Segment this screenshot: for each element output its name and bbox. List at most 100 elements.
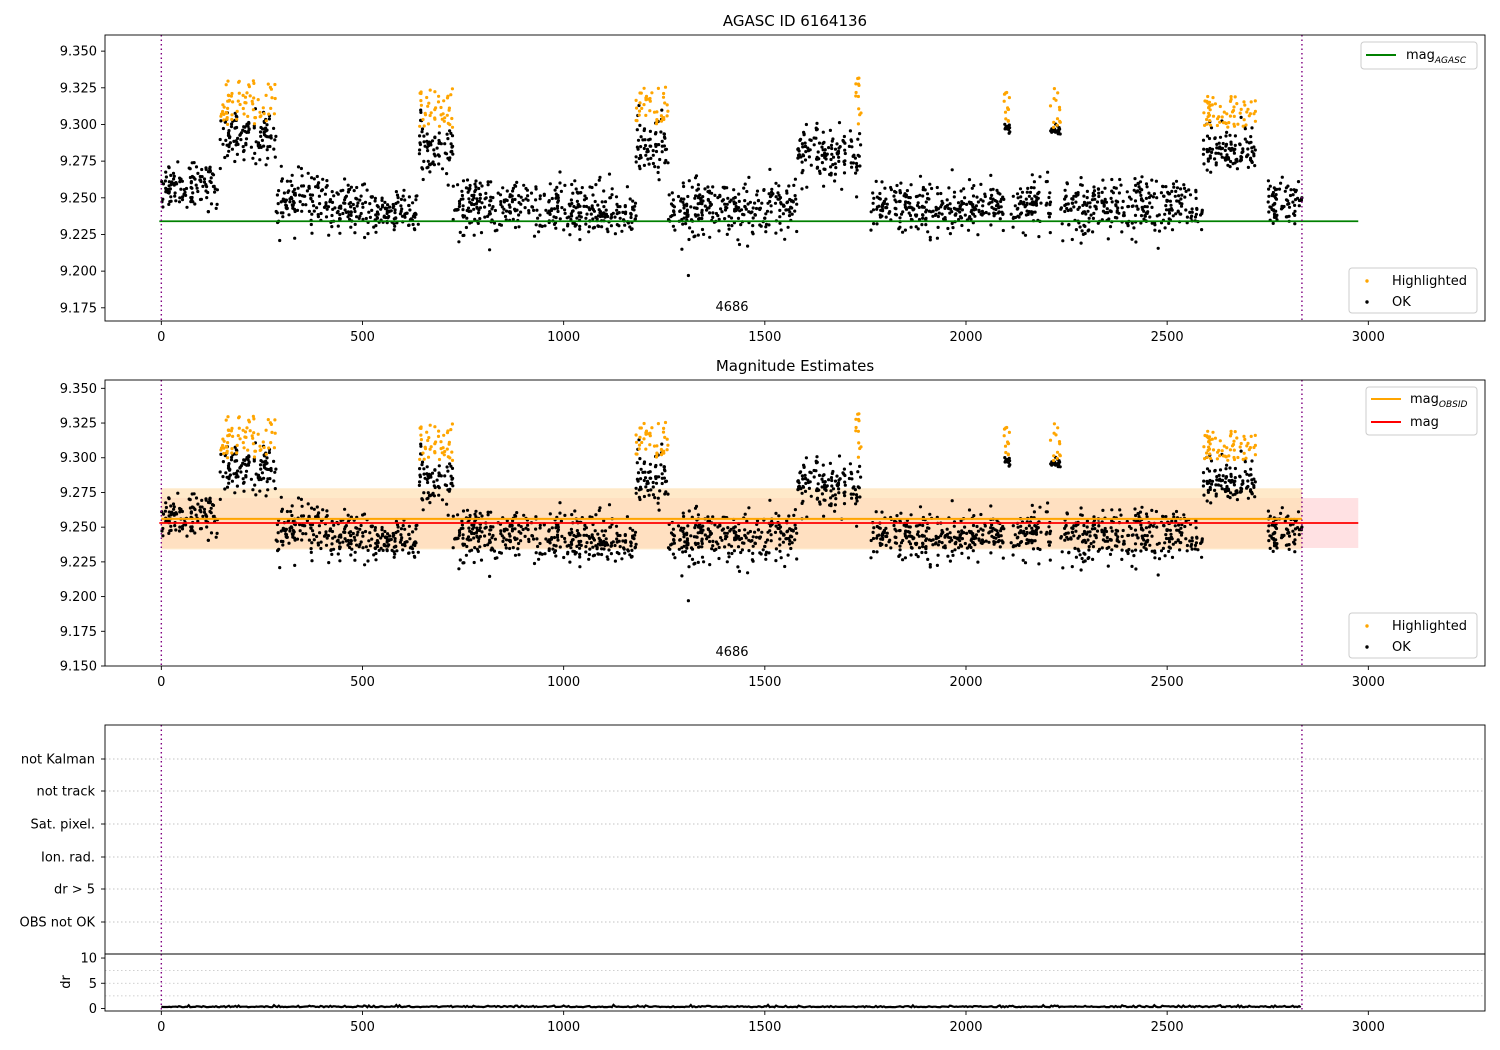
ok-point — [363, 563, 367, 567]
ok-point — [768, 529, 772, 533]
ok-point — [1219, 147, 1223, 151]
ok-point — [1161, 514, 1165, 519]
ok-point — [659, 130, 663, 134]
ok-point — [532, 234, 537, 238]
ok-point — [1253, 480, 1257, 484]
ok-point — [513, 197, 517, 202]
ok-point — [663, 469, 667, 473]
ok-point — [756, 528, 761, 532]
ok-point — [751, 206, 755, 210]
ok-point — [199, 179, 203, 184]
ok-point — [505, 189, 509, 193]
ok-point — [990, 523, 994, 527]
ok-point — [412, 554, 416, 559]
ok-point — [907, 534, 911, 538]
ok-point — [507, 532, 511, 536]
ok-point — [355, 185, 359, 190]
ok-point — [477, 528, 482, 533]
ok-point — [909, 513, 913, 517]
ok-point — [708, 200, 712, 205]
ok-point — [1030, 202, 1034, 206]
ok-point — [483, 543, 487, 548]
ok-point — [705, 537, 709, 541]
ok-point — [504, 546, 508, 550]
ok-point — [1082, 523, 1086, 528]
ok-point — [359, 211, 363, 216]
ok-point — [363, 529, 368, 534]
ok-point — [951, 226, 955, 230]
ok-point — [829, 171, 833, 175]
ok-point — [243, 462, 247, 466]
ok-point — [385, 549, 389, 553]
ok-point — [582, 527, 587, 531]
ok-point — [736, 216, 741, 220]
ok-point — [609, 552, 614, 556]
highlighted-point — [428, 88, 432, 92]
ok-point — [224, 138, 228, 142]
ok-point — [678, 538, 682, 542]
ok-point — [584, 222, 588, 226]
ok-point — [928, 182, 932, 186]
ok-point — [451, 484, 455, 488]
ok-point — [519, 539, 523, 543]
ok-point — [977, 208, 981, 212]
ok-point — [370, 524, 374, 528]
ok-point — [618, 205, 622, 209]
ok-point — [409, 217, 413, 221]
ok-point — [833, 162, 837, 166]
ok-point — [855, 195, 859, 199]
ok-point — [583, 523, 587, 528]
ok-point — [1079, 506, 1083, 510]
ok-point — [875, 222, 879, 226]
ok-point — [871, 530, 875, 535]
ok-point — [928, 235, 932, 239]
ok-point — [1252, 484, 1256, 488]
ok-point — [596, 542, 601, 546]
highlighted-point — [442, 99, 446, 103]
ok-point — [678, 209, 682, 213]
ok-point — [840, 187, 844, 191]
ok-point — [1086, 229, 1090, 233]
ok-point — [1233, 476, 1237, 480]
ok-point — [1021, 558, 1025, 562]
ok-point — [1059, 206, 1063, 210]
ok-point — [687, 565, 691, 569]
ok-point — [732, 549, 737, 553]
ok-point — [1086, 201, 1090, 205]
ok-point — [648, 129, 653, 133]
ok-point — [426, 159, 430, 163]
ok-point — [460, 189, 464, 193]
ok-point — [172, 183, 176, 187]
ok-point — [1231, 162, 1235, 166]
ok-point — [1130, 237, 1134, 241]
ok-point — [164, 501, 168, 505]
highlighted-point — [258, 110, 262, 114]
ok-point — [843, 480, 847, 484]
ok-point — [779, 228, 783, 232]
ok-point — [1127, 195, 1132, 199]
ok-point — [1081, 203, 1085, 207]
ok-point — [314, 185, 318, 189]
ok-point — [727, 214, 731, 218]
ok-point — [570, 530, 574, 535]
ok-point — [566, 550, 570, 554]
ok-point — [316, 513, 320, 517]
ok-point — [167, 180, 171, 184]
ok-point — [822, 184, 826, 188]
ok-point — [399, 209, 403, 213]
ok-point — [206, 170, 211, 174]
ok-point — [301, 203, 305, 207]
ok-point — [1154, 179, 1158, 183]
ok-point — [644, 153, 648, 157]
ok-point — [368, 544, 372, 548]
ok-point — [387, 543, 391, 547]
ok-point — [480, 184, 484, 188]
ok-point — [436, 153, 440, 157]
ok-point — [934, 205, 938, 209]
ok-point — [558, 545, 562, 549]
ok-point — [168, 529, 172, 533]
ok-point — [279, 495, 283, 499]
ok-point — [401, 548, 405, 552]
ok-point — [637, 438, 641, 442]
ok-point — [260, 138, 264, 142]
